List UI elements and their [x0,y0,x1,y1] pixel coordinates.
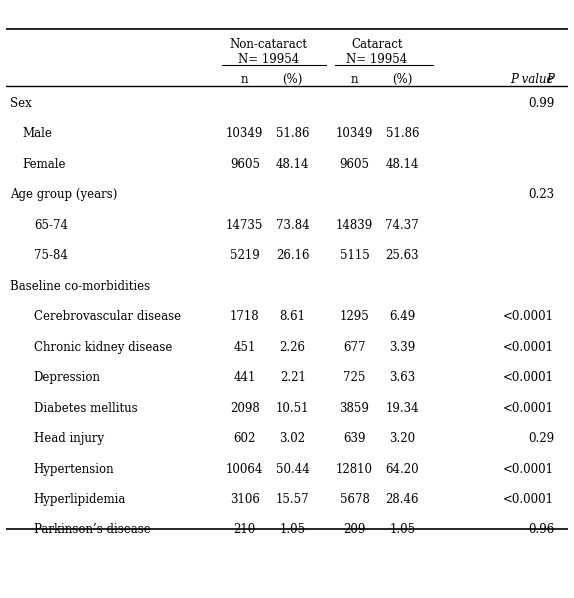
Text: <0.0001: <0.0001 [503,402,554,414]
Text: N= 19954: N= 19954 [346,53,408,66]
Text: 1295: 1295 [340,310,370,323]
Text: n: n [241,74,249,86]
Text: Male: Male [22,127,52,141]
Text: <0.0001: <0.0001 [503,462,554,475]
Text: Chronic kidney disease: Chronic kidney disease [34,341,172,353]
Text: 48.14: 48.14 [386,158,419,171]
Text: 10349: 10349 [226,127,263,141]
Text: 639: 639 [343,432,366,445]
Text: 65-74: 65-74 [34,219,68,231]
Text: 26.16: 26.16 [276,249,309,262]
Text: 51.86: 51.86 [386,127,419,141]
Text: 2.21: 2.21 [280,371,305,384]
Text: n: n [351,74,358,86]
Text: 5678: 5678 [340,493,370,506]
Text: Sex: Sex [10,97,32,110]
Text: 10064: 10064 [226,462,263,475]
Text: Age group (years): Age group (years) [10,188,118,202]
Text: 73.84: 73.84 [276,219,309,231]
Text: 3106: 3106 [230,493,260,506]
Text: <0.0001: <0.0001 [503,341,554,353]
Text: 9605: 9605 [339,158,370,171]
Text: 12810: 12810 [336,462,373,475]
Text: 51.86: 51.86 [276,127,309,141]
Text: Female: Female [22,158,65,171]
Text: P: P [546,74,554,86]
Text: Diabetes mellitus: Diabetes mellitus [34,402,137,414]
Text: 6.49: 6.49 [389,310,416,323]
Text: Parkinson’s disease: Parkinson’s disease [34,523,150,536]
Text: 25.63: 25.63 [386,249,419,262]
Text: 1.05: 1.05 [280,523,306,536]
Text: 2.26: 2.26 [280,341,305,353]
Text: 1.05: 1.05 [389,523,416,536]
Text: 3859: 3859 [340,402,370,414]
Text: 677: 677 [343,341,366,353]
Text: 10.51: 10.51 [276,402,309,414]
Text: 2098: 2098 [230,402,259,414]
Text: N= 19954: N= 19954 [238,53,299,66]
Text: <0.0001: <0.0001 [503,371,554,384]
Text: 10349: 10349 [336,127,373,141]
Text: 441: 441 [234,371,256,384]
Text: Hyperlipidemia: Hyperlipidemia [34,493,126,506]
Text: 75-84: 75-84 [34,249,68,262]
Text: 9605: 9605 [230,158,260,171]
Text: <0.0001: <0.0001 [503,493,554,506]
Text: 74.37: 74.37 [386,219,419,231]
Text: Head injury: Head injury [34,432,104,445]
Text: 210: 210 [234,523,256,536]
Text: 0.99: 0.99 [528,97,554,110]
Text: <0.0001: <0.0001 [503,310,554,323]
Text: 3.20: 3.20 [389,432,416,445]
Text: (%): (%) [282,74,303,86]
Text: 3.63: 3.63 [389,371,416,384]
Text: 48.14: 48.14 [276,158,309,171]
Text: 14735: 14735 [226,219,263,231]
Text: 209: 209 [343,523,366,536]
Text: 602: 602 [234,432,256,445]
Text: 8.61: 8.61 [280,310,305,323]
Text: 3.02: 3.02 [280,432,306,445]
Text: Hypertension: Hypertension [34,462,114,475]
Text: Non-cataract: Non-cataract [230,38,308,51]
Text: Baseline co-morbidities: Baseline co-morbidities [10,280,150,292]
Text: 15.57: 15.57 [276,493,309,506]
Text: 725: 725 [343,371,366,384]
Text: 451: 451 [234,341,256,353]
Text: (%): (%) [392,74,413,86]
Text: 14839: 14839 [336,219,373,231]
Text: 5219: 5219 [230,249,259,262]
Text: 50.44: 50.44 [276,462,309,475]
Text: 1718: 1718 [230,310,259,323]
Text: 19.34: 19.34 [386,402,419,414]
Text: 0.29: 0.29 [528,432,554,445]
Text: 64.20: 64.20 [386,462,419,475]
Text: 28.46: 28.46 [386,493,419,506]
Text: Cerebrovascular disease: Cerebrovascular disease [34,310,181,323]
Text: 3.39: 3.39 [389,341,416,353]
Text: Depression: Depression [34,371,101,384]
Text: Cataract: Cataract [351,38,403,51]
Text: 0.96: 0.96 [528,523,554,536]
Text: P value: P value [510,74,554,86]
Text: 0.23: 0.23 [528,188,554,202]
Text: 5115: 5115 [340,249,370,262]
